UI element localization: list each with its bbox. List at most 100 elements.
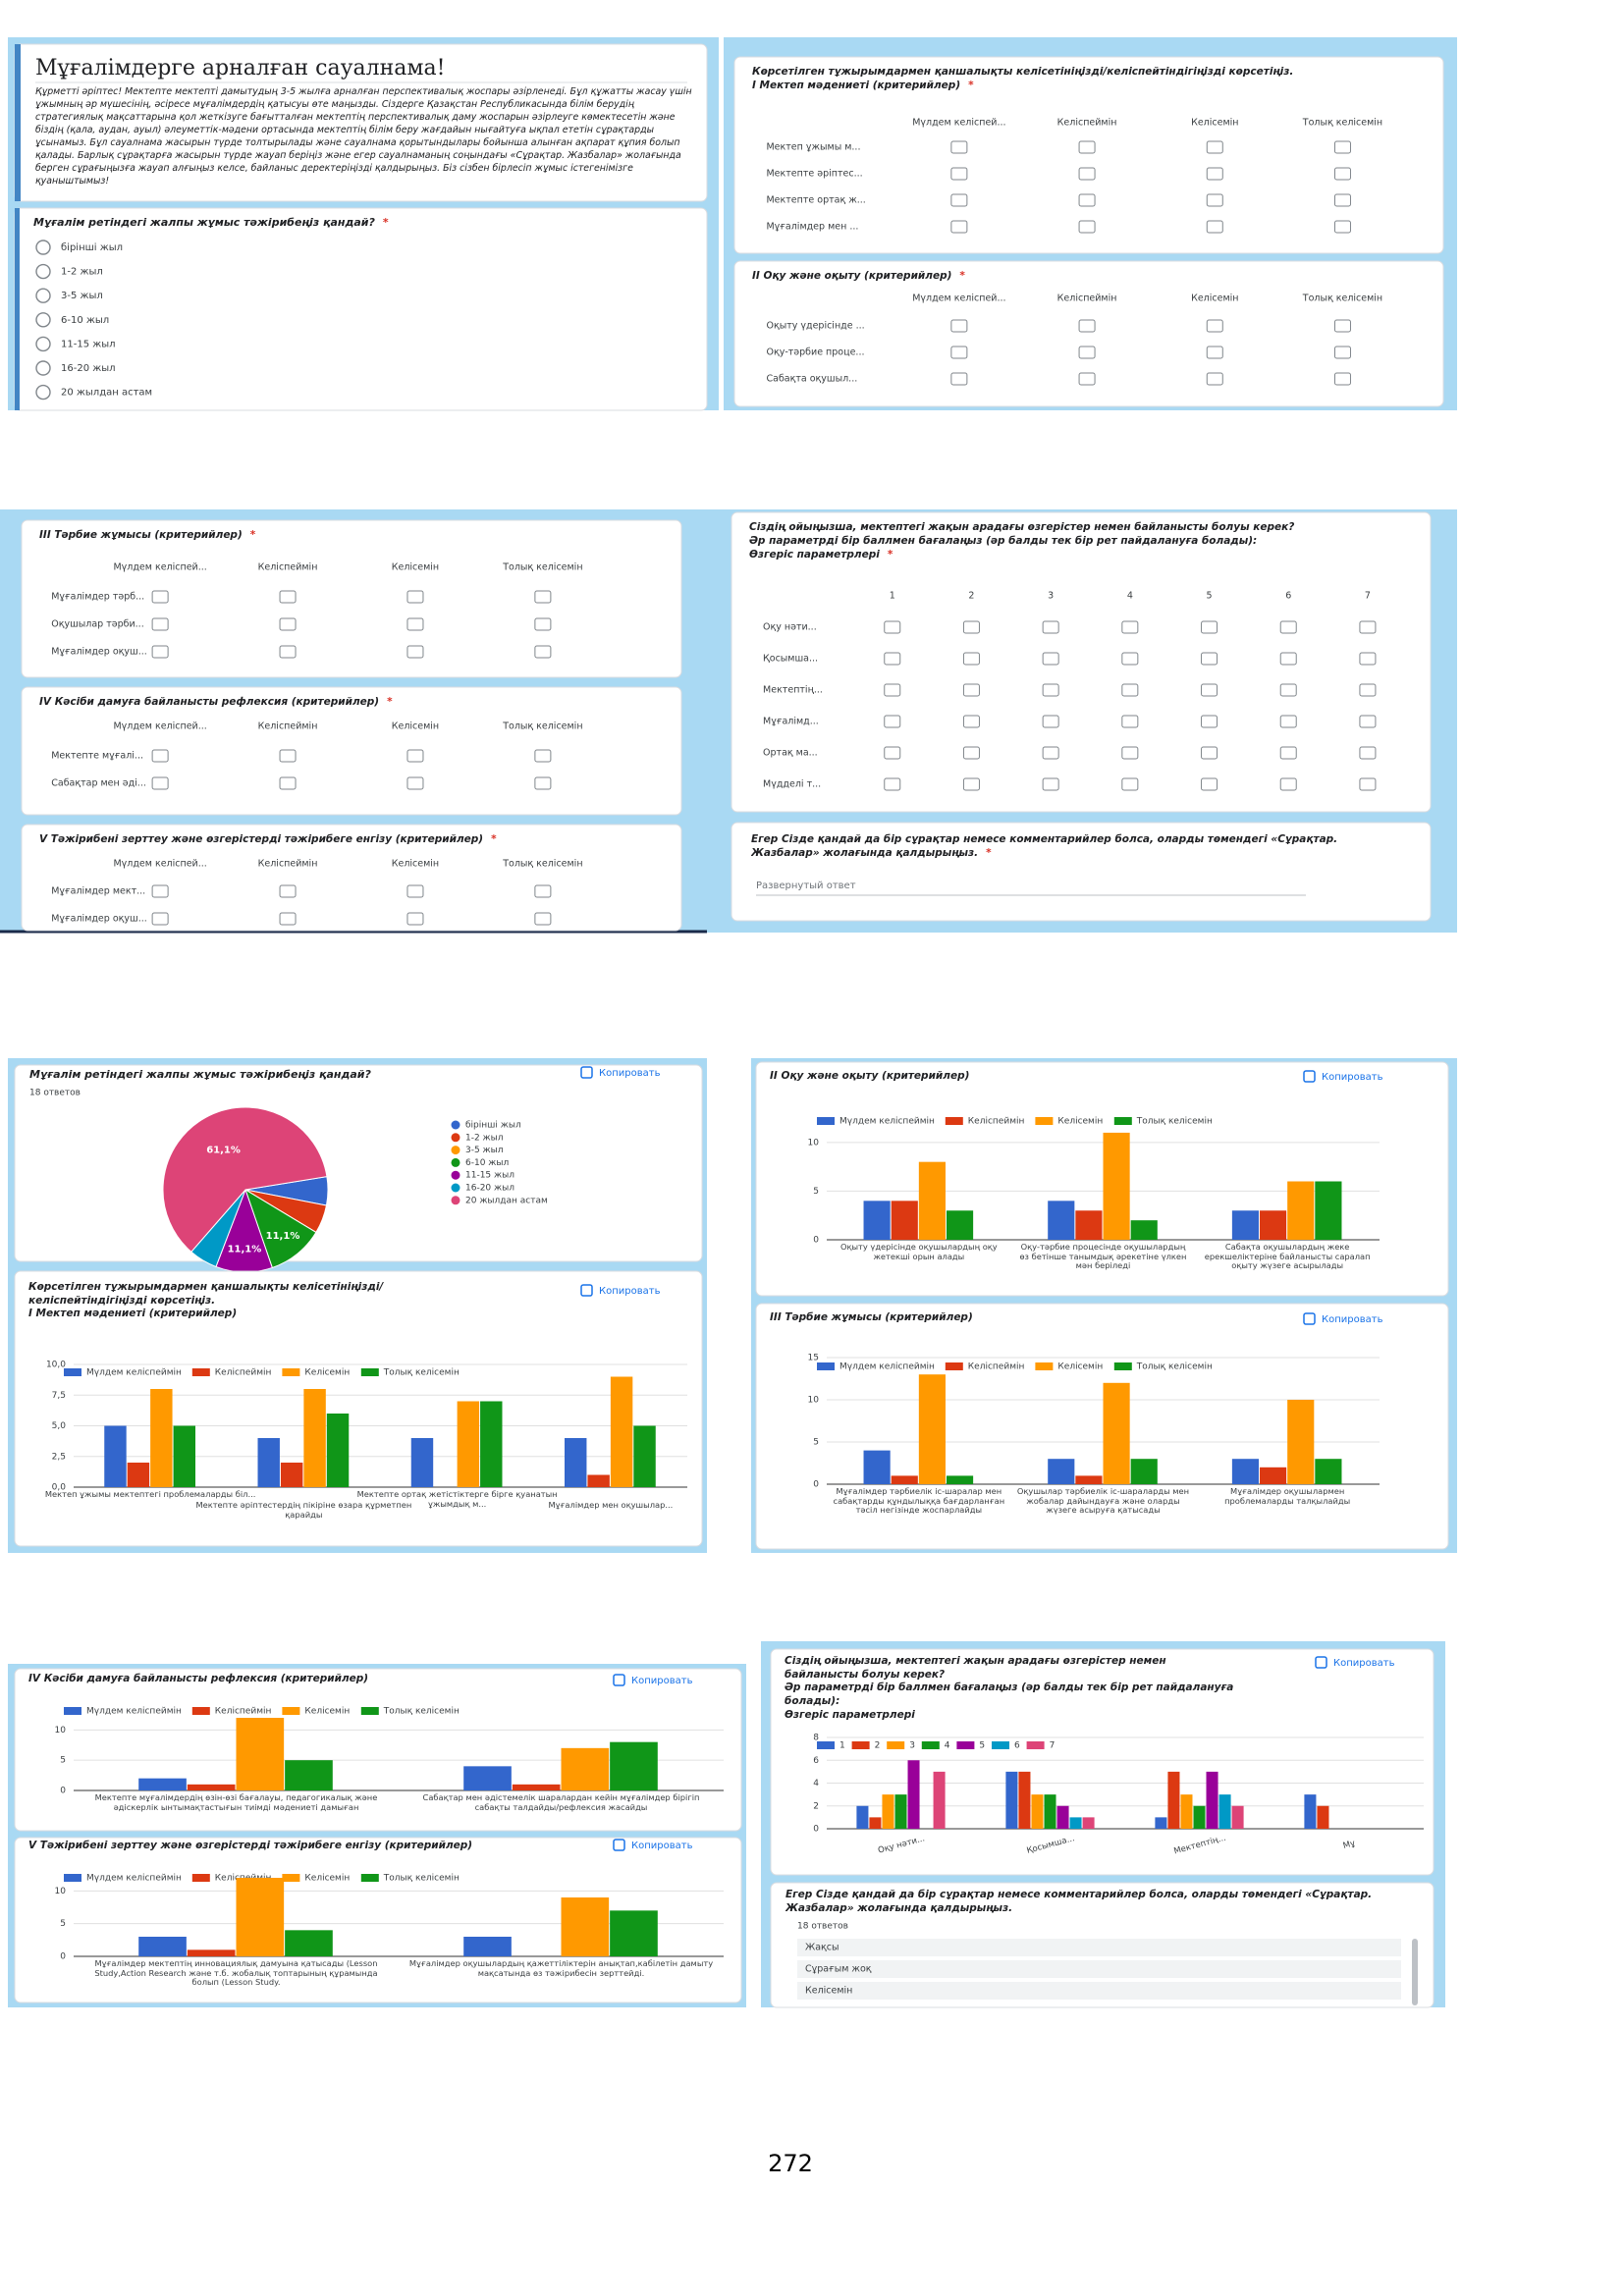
checkbox[interactable] xyxy=(1279,777,1297,791)
copy-icon[interactable] xyxy=(580,1284,593,1297)
copy-button[interactable]: Копировать xyxy=(631,1676,693,1686)
checkbox[interactable] xyxy=(279,590,297,604)
checkbox[interactable] xyxy=(1279,715,1297,728)
checkbox[interactable] xyxy=(1078,319,1096,333)
checkbox[interactable] xyxy=(1359,683,1377,697)
checkbox[interactable] xyxy=(151,590,169,604)
copy-button[interactable]: Копировать xyxy=(599,1286,661,1297)
checkbox[interactable] xyxy=(279,617,297,631)
copy-button[interactable]: Копировать xyxy=(631,1841,693,1851)
checkbox[interactable] xyxy=(1206,372,1223,386)
checkbox[interactable] xyxy=(1201,715,1218,728)
checkbox[interactable] xyxy=(1333,167,1351,181)
checkbox[interactable] xyxy=(1333,319,1351,333)
copy-icon[interactable] xyxy=(580,1066,593,1079)
checkbox[interactable] xyxy=(962,777,980,791)
checkbox[interactable] xyxy=(962,746,980,760)
checkbox[interactable] xyxy=(151,749,169,763)
checkbox[interactable] xyxy=(1121,652,1139,666)
checkbox[interactable] xyxy=(1078,346,1096,359)
checkbox[interactable] xyxy=(962,652,980,666)
checkbox[interactable] xyxy=(151,776,169,790)
checkbox[interactable] xyxy=(950,167,968,181)
checkbox[interactable] xyxy=(534,645,552,659)
checkbox[interactable] xyxy=(1121,620,1139,634)
checkbox[interactable] xyxy=(1359,746,1377,760)
checkbox[interactable] xyxy=(1201,652,1218,666)
copy-icon[interactable] xyxy=(1315,1656,1327,1669)
checkbox[interactable] xyxy=(406,776,424,790)
checkbox[interactable] xyxy=(1201,746,1218,760)
checkbox[interactable] xyxy=(1206,319,1223,333)
checkbox[interactable] xyxy=(1078,372,1096,386)
copy-icon[interactable] xyxy=(1303,1312,1316,1325)
checkbox[interactable] xyxy=(1201,683,1218,697)
checkbox[interactable] xyxy=(279,645,297,659)
checkbox[interactable] xyxy=(1279,652,1297,666)
checkbox[interactable] xyxy=(962,683,980,697)
checkbox[interactable] xyxy=(1042,683,1059,697)
copy-icon[interactable] xyxy=(613,1674,625,1686)
checkbox[interactable] xyxy=(1333,140,1351,154)
checkbox[interactable] xyxy=(406,749,424,763)
checkbox[interactable] xyxy=(1359,777,1377,791)
checkbox[interactable] xyxy=(1333,346,1351,359)
checkbox[interactable] xyxy=(151,617,169,631)
copy-button[interactable]: Копировать xyxy=(1333,1658,1395,1669)
copy-button[interactable]: Копировать xyxy=(1322,1314,1383,1325)
checkbox[interactable] xyxy=(1206,167,1223,181)
checkbox[interactable] xyxy=(534,776,552,790)
checkbox[interactable] xyxy=(884,620,901,634)
radio-button[interactable] xyxy=(35,360,51,376)
checkbox[interactable] xyxy=(1206,193,1223,207)
checkbox[interactable] xyxy=(884,746,901,760)
checkbox[interactable] xyxy=(950,319,968,333)
copy-icon[interactable] xyxy=(1303,1070,1316,1083)
radio-button[interactable] xyxy=(35,240,51,255)
checkbox[interactable] xyxy=(1078,193,1096,207)
checkbox[interactable] xyxy=(1121,777,1139,791)
checkbox[interactable] xyxy=(1333,372,1351,386)
checkbox[interactable] xyxy=(534,749,552,763)
checkbox[interactable] xyxy=(950,220,968,234)
checkbox[interactable] xyxy=(151,645,169,659)
checkbox[interactable] xyxy=(884,715,901,728)
checkbox[interactable] xyxy=(1359,620,1377,634)
checkbox[interactable] xyxy=(1121,746,1139,760)
checkbox[interactable] xyxy=(1042,652,1059,666)
checkbox[interactable] xyxy=(1333,220,1351,234)
checkbox[interactable] xyxy=(1206,346,1223,359)
checkbox[interactable] xyxy=(534,912,552,926)
checkbox[interactable] xyxy=(279,884,297,898)
checkbox[interactable] xyxy=(962,620,980,634)
checkbox[interactable] xyxy=(279,912,297,926)
checkbox[interactable] xyxy=(950,193,968,207)
checkbox[interactable] xyxy=(1333,193,1351,207)
checkbox[interactable] xyxy=(884,777,901,791)
checkbox[interactable] xyxy=(884,683,901,697)
checkbox[interactable] xyxy=(406,912,424,926)
radio-button[interactable] xyxy=(35,288,51,303)
radio-button[interactable] xyxy=(35,336,51,352)
copy-button[interactable]: Копировать xyxy=(1322,1072,1383,1083)
radio-button[interactable] xyxy=(35,384,51,400)
checkbox[interactable] xyxy=(406,645,424,659)
checkbox[interactable] xyxy=(406,617,424,631)
copy-icon[interactable] xyxy=(613,1839,625,1851)
checkbox[interactable] xyxy=(1206,220,1223,234)
checkbox[interactable] xyxy=(1121,715,1139,728)
checkbox[interactable] xyxy=(1201,620,1218,634)
checkbox[interactable] xyxy=(1042,620,1059,634)
checkbox[interactable] xyxy=(1078,167,1096,181)
checkbox[interactable] xyxy=(962,715,980,728)
checkbox[interactable] xyxy=(151,912,169,926)
checkbox[interactable] xyxy=(406,884,424,898)
checkbox[interactable] xyxy=(406,590,424,604)
radio-button[interactable] xyxy=(35,263,51,280)
radio-button[interactable] xyxy=(35,312,51,328)
checkbox[interactable] xyxy=(1078,220,1096,234)
checkbox[interactable] xyxy=(1359,652,1377,666)
checkbox[interactable] xyxy=(1121,683,1139,697)
checkbox[interactable] xyxy=(950,140,968,154)
checkbox[interactable] xyxy=(1279,683,1297,697)
